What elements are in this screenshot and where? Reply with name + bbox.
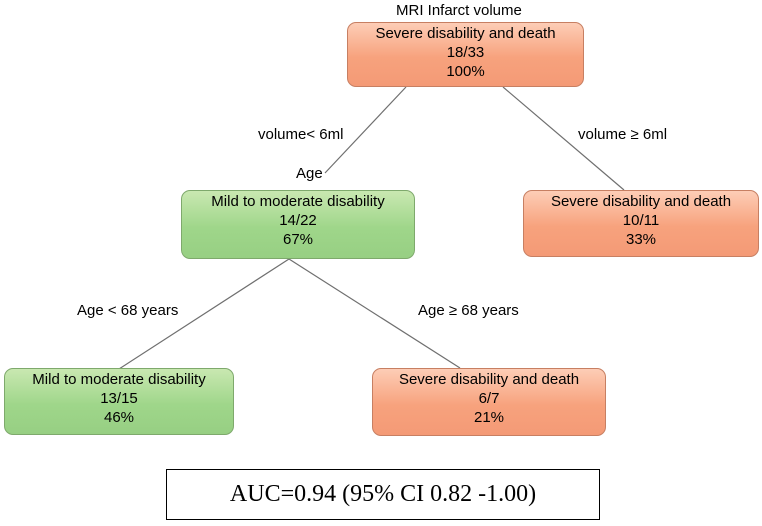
edge-label-volume-small: volume< 6ml [258,126,344,143]
node-age-pct: 67% [282,231,314,248]
edge-age-to-old [288,258,461,369]
edge-label-age-old: Age ≥ 68 years [418,302,519,319]
node-old-count: 6/7 [478,390,500,407]
node-root-count: 18/33 [446,44,485,61]
node-root-pct: 100% [446,63,485,80]
root-title: MRI Infarct volume [396,2,522,19]
node-large-volume-label: Severe disability and death [550,193,732,210]
node-large-volume-pct: 33% [625,231,657,248]
node-young-count: 13/15 [100,390,138,407]
node-young-pct: 46% [103,409,135,426]
node-old: Severe disability and death 6/7 21% [372,368,606,436]
edge-root-to-large [502,86,625,191]
node-age: Mild to moderate disability 14/22 67% [181,190,415,259]
node-large-volume: Severe disability and death 10/11 33% [523,190,759,257]
node-age-count: 14/22 [279,212,317,229]
node-old-pct: 21% [473,409,505,426]
node-age-label: Mild to moderate disability [211,193,385,210]
node-young: Mild to moderate disability 13/15 46% [4,368,234,435]
edge-label-age-young: Age < 68 years [77,302,179,319]
node-root-label: Severe disability and death [375,25,556,42]
node-large-volume-count: 10/11 [622,212,660,229]
edge-label-volume-large: volume ≥ 6ml [578,126,668,143]
auc-box: AUC=0.94 (95% CI 0.82 -1.00) [166,469,600,520]
edge-root-to-age [324,86,407,174]
edge-age-to-young [118,258,290,370]
node-root: Severe disability and death 18/33 100% [347,22,584,87]
split-label-age: Age [296,165,323,182]
node-old-label: Severe disability and death [398,371,580,388]
node-young-label: Mild to moderate disability [32,371,206,388]
